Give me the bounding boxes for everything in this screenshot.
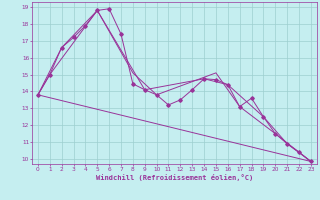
X-axis label: Windchill (Refroidissement éolien,°C): Windchill (Refroidissement éolien,°C) [96,174,253,181]
